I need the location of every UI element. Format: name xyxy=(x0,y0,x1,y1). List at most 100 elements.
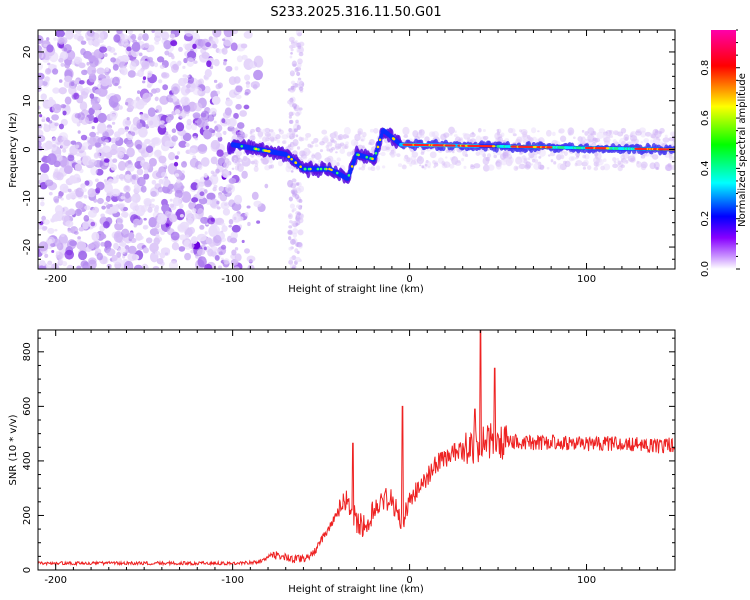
spectrogram-noise-blob xyxy=(403,156,408,162)
spectrogram-track-spot xyxy=(290,157,293,161)
spectrogram-noise-blob xyxy=(617,166,623,172)
spectrogram-noise-blob xyxy=(136,168,144,176)
spectrogram-noise-blob xyxy=(185,210,193,219)
spectrogram-noise-blob xyxy=(412,130,419,138)
spectrogram-noise-blob xyxy=(47,62,51,66)
spectrogram-noise-blob xyxy=(74,208,82,217)
spectrogram-noise-blob xyxy=(231,224,241,233)
spectrogram-noise-blob xyxy=(298,86,304,91)
spectrogram-noise-blob xyxy=(220,257,224,260)
spectrogram-noise-blob xyxy=(102,141,106,146)
spectrogram-noise-blob xyxy=(178,110,187,119)
spectrogram-track-peak xyxy=(605,147,610,150)
spectrogram-noise-blob xyxy=(96,67,106,75)
spectrogram-noise-blob xyxy=(234,253,242,262)
spectrogram-noise-blob xyxy=(212,43,218,49)
spectrogram-noise-blob xyxy=(112,94,122,103)
spectrogram-noise-blob xyxy=(270,131,276,138)
spectrogram-noise-blob xyxy=(140,185,147,193)
spectrogram-noise-blob xyxy=(147,44,155,52)
spectrogram-track-spot xyxy=(316,167,320,171)
spectrogram-noise-blob xyxy=(249,135,256,141)
spectrogram-noise-blob xyxy=(295,134,299,138)
spectrogram-noise-blob xyxy=(151,114,160,125)
spectrogram-noise-blob xyxy=(336,157,341,162)
spectrogram-noise-blob xyxy=(609,135,613,138)
spectrogram-noise-blob xyxy=(70,81,75,87)
spectrogram-noise-blob xyxy=(201,52,210,59)
colorbar-tick-label: 0.2 xyxy=(700,211,711,227)
spectrogram-noise-blob xyxy=(204,231,208,235)
spectrogram-noise-blob xyxy=(257,128,262,132)
spectrogram-track-core xyxy=(379,133,384,139)
spectrogram-noise-blob xyxy=(632,156,636,161)
spectrogram-noise-blob xyxy=(221,155,226,161)
spectrogram-noise-blob xyxy=(77,236,81,240)
spectrogram-noise-blob xyxy=(179,213,184,218)
spectrogram-noise-blob xyxy=(171,55,175,60)
spectrogram-noise-blob xyxy=(292,138,299,147)
spectrogram-noise-blob xyxy=(43,123,47,126)
spectrogram-noise-blob xyxy=(368,138,375,146)
spectrogram-noise-blob xyxy=(179,234,187,241)
spectrogram-noise-blob xyxy=(210,217,215,222)
spectrogram-noise-blob xyxy=(344,144,349,149)
spectrogram-noise-blob xyxy=(581,129,585,133)
spectrogram-noise-blob xyxy=(63,44,72,54)
spectrogram-noise-blob xyxy=(286,160,290,165)
spectrogram-noise-blob xyxy=(94,30,105,42)
spectrogram-noise-blob xyxy=(168,214,178,223)
spectrogram-noise-blob xyxy=(125,265,132,269)
spectrogram-noise-blob xyxy=(101,145,111,153)
spectrogram-noise-blob xyxy=(525,161,532,169)
snr-y-tick-label: 800 xyxy=(22,342,33,361)
spectrogram-noise-blob xyxy=(120,195,126,200)
spectrogram-noise-blob xyxy=(59,137,70,150)
spectrogram-noise-blob xyxy=(178,246,186,252)
spectrogram-noise-blob xyxy=(301,137,305,141)
spectrogram-noise-blob xyxy=(164,140,173,148)
snr-panel: -200 -100 0 100 0 200 400 600 800 Height of str… xyxy=(8,329,676,595)
spectrogram-noise-blob xyxy=(207,248,214,257)
spectrogram-noise-blob xyxy=(449,133,453,136)
spectrogram-noise-blob xyxy=(313,138,318,144)
spectrogram-noise-blob xyxy=(46,37,50,42)
spectrogram-noise-blob xyxy=(44,179,54,187)
spectrogram-noise-blob xyxy=(93,240,101,249)
spectrogram-noise-blob xyxy=(186,217,194,225)
spectrogram-noise-blob xyxy=(568,156,575,162)
spectrogram-noise-blob xyxy=(199,224,205,230)
spectrogram-noise-blob xyxy=(39,114,43,118)
spectrogram-noise-blob xyxy=(90,100,96,106)
spectrogram-noise-blob xyxy=(62,148,67,153)
spectrogram-noise-blob xyxy=(117,127,126,135)
spectrogram-noise-blob xyxy=(381,165,386,169)
spectrogram-noise-blob xyxy=(292,207,297,212)
spectrogram-noise-blob xyxy=(222,35,233,47)
spectrogram-noise-blob xyxy=(397,163,403,167)
spectrogram-noise-blob xyxy=(193,135,197,139)
spectrogram-noise-blob xyxy=(171,242,180,251)
spectrogram-noise-blob xyxy=(338,143,342,148)
spectrogram-noise-blob xyxy=(331,146,336,151)
spectrogram-noise-blob xyxy=(264,183,269,189)
spectrogram-noise-blob xyxy=(46,261,53,269)
spectrogram-noise-blob xyxy=(100,78,110,87)
spectrogram-noise-blob xyxy=(45,117,51,122)
spectrogram-noise-blob xyxy=(203,246,207,251)
spectrogram-noise-blob xyxy=(538,155,542,159)
spectrogram-noise-blob xyxy=(575,152,581,157)
spectrogram-noise-blob xyxy=(88,243,95,250)
spectrogram-noise-blob xyxy=(402,126,410,136)
spectrogram-noise-blob xyxy=(360,138,364,142)
spectrogram-noise-blob xyxy=(96,252,103,261)
spectrogram-noise-blob xyxy=(126,116,130,121)
spectrogram-noise-blob xyxy=(173,181,184,194)
spectrogram-noise-blob xyxy=(94,89,101,95)
spectrogram-noise-blob xyxy=(640,163,647,171)
spectrogram-noise-blob xyxy=(64,62,71,69)
spectrogram-noise-blob xyxy=(233,157,237,160)
spectrogram-noise-blob xyxy=(80,134,88,141)
spectrogram-noise-blob xyxy=(115,174,120,180)
